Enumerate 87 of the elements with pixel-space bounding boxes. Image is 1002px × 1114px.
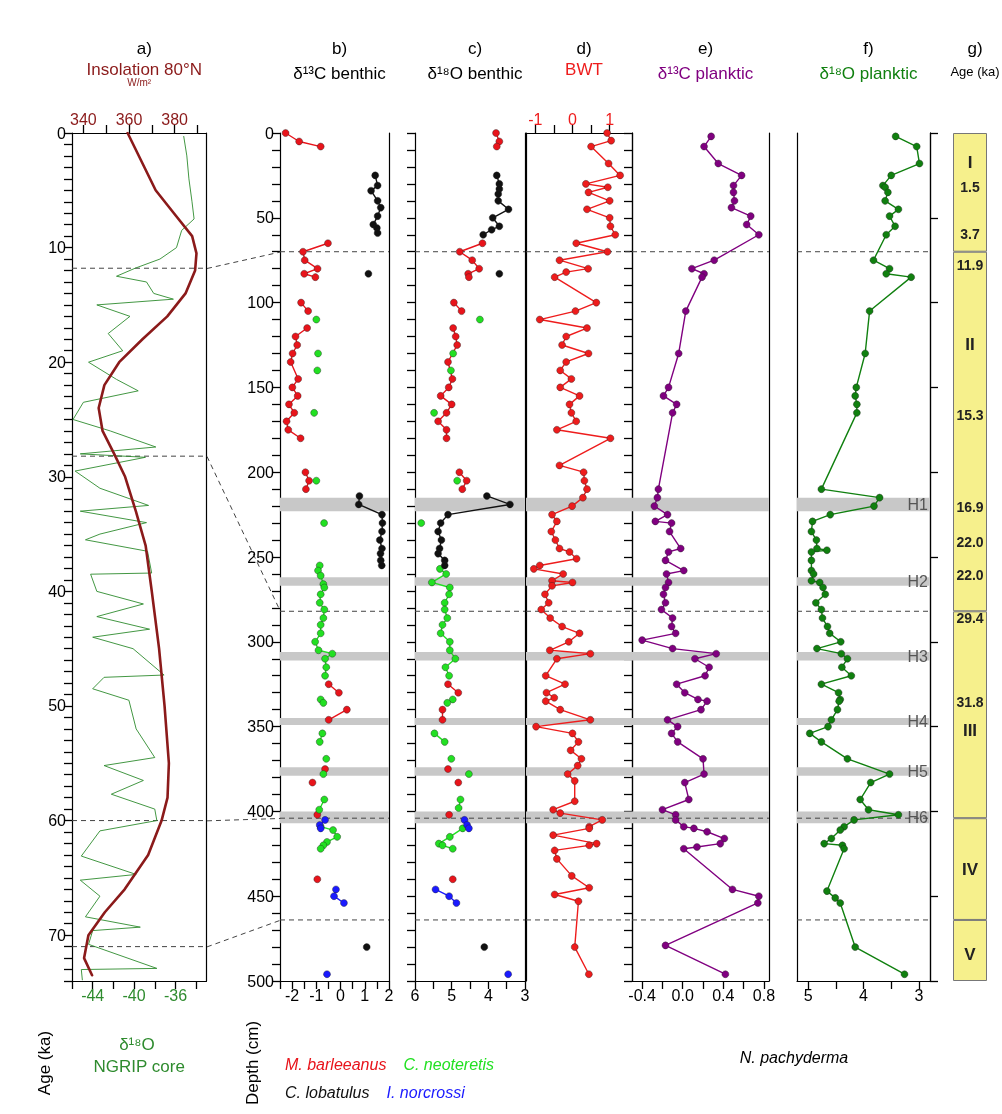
annotation: 3.7 <box>960 226 980 242</box>
y-tick-label: 300 <box>247 633 275 651</box>
annotation: 29.4 <box>956 610 984 626</box>
y-tick-label: 450 <box>247 887 275 905</box>
chart-subtitle: δ¹³C benthic <box>293 64 387 83</box>
y-tick-label: 70 <box>48 926 67 944</box>
band-label: H4 <box>907 713 929 731</box>
x2-tick-label: 340 <box>70 110 97 128</box>
y-tick-label: 30 <box>48 468 67 486</box>
series-label: V <box>964 945 977 965</box>
y-tick-label: 100 <box>247 294 275 312</box>
y-tick-label: 250 <box>247 548 275 566</box>
annotation: 11.9 <box>956 257 984 273</box>
band-label: H6 <box>907 808 929 826</box>
annotation: 22.0 <box>956 567 984 583</box>
x-tick-label: 0.4 <box>712 986 735 1004</box>
x-tick-label: 5 <box>447 986 457 1004</box>
x-tick-label: 4 <box>859 986 869 1004</box>
y-axis-title: Age (ka) <box>34 1030 54 1096</box>
series-label: III <box>962 720 978 740</box>
y-tick-label: 10 <box>48 239 67 257</box>
x-tick-label: 0 <box>336 986 346 1004</box>
x-tick-label: -2 <box>284 986 300 1004</box>
x-tick-label: 3 <box>914 986 924 1004</box>
x2-tick-label: 360 <box>115 110 143 128</box>
chart-subtitle: δ¹³C planktic <box>657 64 754 83</box>
y-tick-label: 0 <box>57 124 67 142</box>
x-axis-title: BWT <box>565 60 603 79</box>
band-label: H2 <box>907 573 929 591</box>
x-tick-label: 4 <box>483 986 493 1004</box>
chart-title: f) <box>863 39 874 58</box>
chart-title: e) <box>697 39 714 58</box>
x-axis-title: δ¹⁸O NGRIP core <box>93 1034 185 1076</box>
band-label: H3 <box>907 647 929 665</box>
chart-title: a) <box>136 39 152 58</box>
y-tick-label: 40 <box>48 582 67 600</box>
chart-subtitle: Age (ka) <box>950 64 1000 79</box>
annotation: 31.8 <box>956 694 984 710</box>
band-label: H1 <box>907 495 929 513</box>
annotation: 15.3 <box>956 407 984 423</box>
chart-subtitle: δ¹⁸O planktic <box>819 64 918 83</box>
x-tick-label: 3 <box>520 986 530 1004</box>
y-tick-label: 50 <box>256 209 275 227</box>
chart-title: g) <box>967 39 983 58</box>
x-tick-label: -1 <box>528 110 543 128</box>
x-tick-label: -40 <box>122 986 146 1004</box>
x-tick-label: 2 <box>384 986 394 1004</box>
x-tick-label: 1 <box>605 110 615 128</box>
text: M. barleeanus <box>285 1055 387 1073</box>
series-label: IV <box>961 859 979 879</box>
x-tick-label: -44 <box>81 986 105 1004</box>
chart-title: b) <box>331 39 348 58</box>
y-tick-label: 500 <box>247 972 275 990</box>
x-tick-label: -36 <box>163 986 188 1004</box>
annotation: 1.5 <box>960 179 980 195</box>
chart-title: c) <box>467 39 483 58</box>
y-tick-label: 350 <box>247 718 275 736</box>
y-tick-label: 60 <box>48 812 67 830</box>
x-tick-label: 6 <box>410 986 420 1004</box>
x-tick-label: 0.8 <box>752 986 776 1004</box>
text: N. pachyderma <box>739 1048 849 1066</box>
text: W/m² <box>127 76 152 88</box>
y-tick-label: 20 <box>48 353 67 371</box>
x-tick-label: 5 <box>803 986 813 1004</box>
annotation: 22.0 <box>956 534 984 550</box>
x-tick-label: -1 <box>309 986 324 1004</box>
text: I. norcrossi <box>386 1083 466 1101</box>
annotation: 16.9 <box>956 499 984 515</box>
series-label: I <box>967 152 973 172</box>
band-label: H5 <box>907 763 929 781</box>
x-tick-label: -0.4 <box>628 986 657 1004</box>
x2-axis-title: Insolation 80°N <box>86 60 202 79</box>
chart-title: d) <box>576 39 592 58</box>
text: C. lobatulus <box>285 1083 370 1101</box>
y-tick-label: 400 <box>247 802 275 820</box>
y-tick-label: 0 <box>265 124 275 142</box>
y-tick-label: 150 <box>247 378 275 396</box>
x2-tick-label: 380 <box>161 110 189 128</box>
series-label: II <box>965 335 975 355</box>
chart-subtitle: δ¹⁸O benthic <box>427 64 524 83</box>
x-tick-label: 0.0 <box>671 986 694 1004</box>
y-axis-title: Depth (cm) <box>242 1020 262 1106</box>
y-tick-label: 50 <box>48 697 67 715</box>
text: C. neoteretis <box>403 1055 495 1073</box>
x-tick-label: 1 <box>360 986 370 1004</box>
y-tick-label: 200 <box>247 463 275 481</box>
x-tick-label: 0 <box>568 110 578 128</box>
